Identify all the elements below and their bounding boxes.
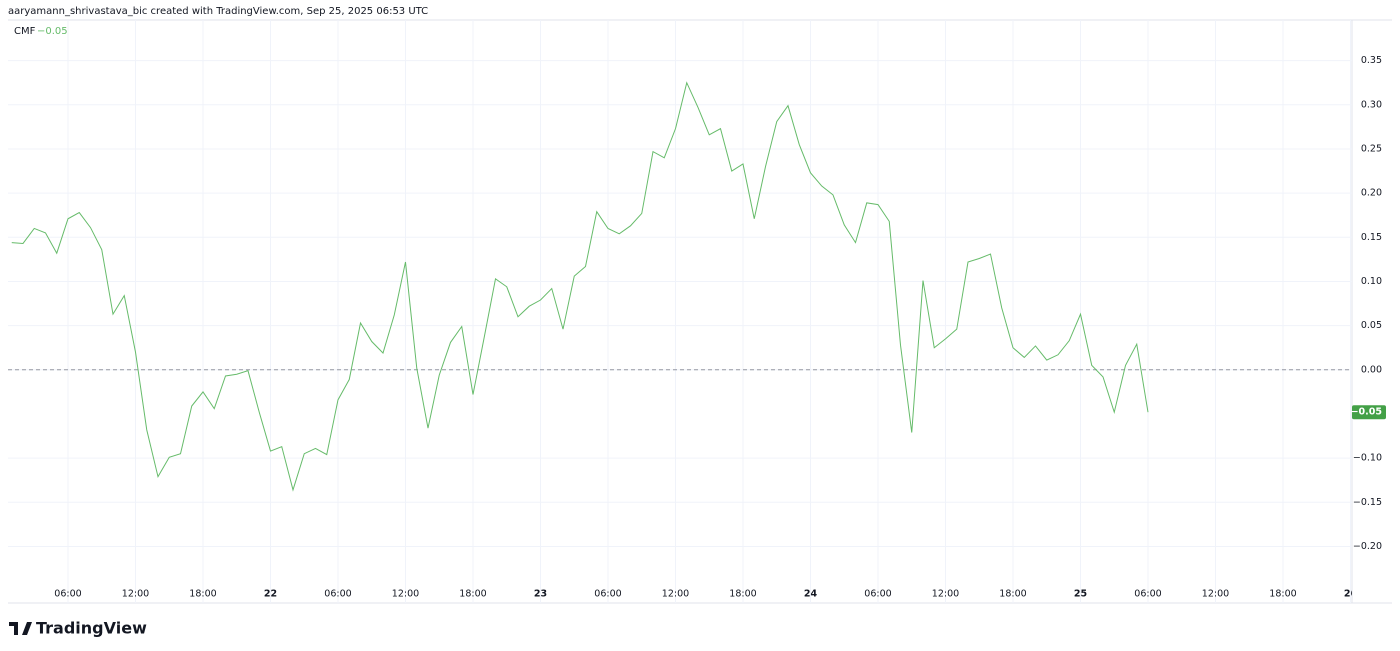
grid [8, 20, 1352, 603]
x-tick-label: 06:00 [324, 589, 351, 600]
y-tick-label: 0.15 [1361, 232, 1382, 243]
x-tick-label: 23 [534, 589, 547, 600]
logo-icon [9, 622, 32, 635]
x-tick-label: 26 [1344, 589, 1358, 600]
x-tick-label: 12:00 [662, 589, 689, 600]
x-tick-label: 18:00 [999, 589, 1026, 600]
time-axis: 06:00 12:00 18:00 22 06:00 12:00 18:00 23 06:00 1… [54, 589, 1358, 600]
x-tick-label: 06:00 [1134, 589, 1161, 600]
y-tick-label: −0.15 [1353, 497, 1382, 508]
x-tick-label: 06:00 [594, 589, 621, 600]
x-tick-label: 06:00 [864, 589, 891, 600]
price-axis: −0.20 −0.15 −0.10 0.00 0.05 0.10 0.15 0.20 0.25 0… [1351, 55, 1386, 552]
y-tick-label: −0.20 [1353, 541, 1382, 552]
y-tick-label: 0.25 [1361, 143, 1382, 154]
last-value-badge [1352, 405, 1386, 420]
x-tick-label: 18:00 [459, 589, 486, 600]
x-tick-label: 24 [804, 589, 818, 600]
brand: TradingView [36, 619, 147, 638]
legend-name: CMF [14, 26, 36, 37]
y-tick-label: 0.30 [1361, 99, 1382, 110]
x-tick-label: 18:00 [729, 589, 756, 600]
plot [8, 81, 1352, 492]
x-tick-label: 12:00 [1202, 589, 1229, 600]
legend-value: −0.05 [37, 26, 68, 37]
y-tick-label: 0.05 [1361, 320, 1382, 331]
cmf-line [11, 81, 1149, 492]
logo: TradingView [9, 619, 147, 638]
x-tick-label: 18:00 [189, 589, 216, 600]
x-tick-label: 12:00 [392, 589, 419, 600]
last-value-label: −0.05 [1351, 407, 1382, 418]
x-tick-label: 22 [264, 589, 277, 600]
x-tick-label: 12:00 [932, 589, 959, 600]
y-tick-label: 0.00 [1361, 364, 1382, 375]
x-tick-label: 12:00 [122, 589, 149, 600]
x-tick-label: 18:00 [1269, 589, 1296, 600]
y-tick-label: 0.35 [1361, 55, 1382, 66]
y-tick-label: 0.20 [1361, 188, 1382, 199]
x-tick-label: 06:00 [54, 589, 81, 600]
header: aaryamann_shrivastava_bic created with T… [8, 6, 428, 17]
x-tick-label: 25 [1074, 589, 1087, 600]
y-tick-label: 0.10 [1361, 276, 1382, 287]
y-tick-label: −0.10 [1353, 453, 1382, 464]
